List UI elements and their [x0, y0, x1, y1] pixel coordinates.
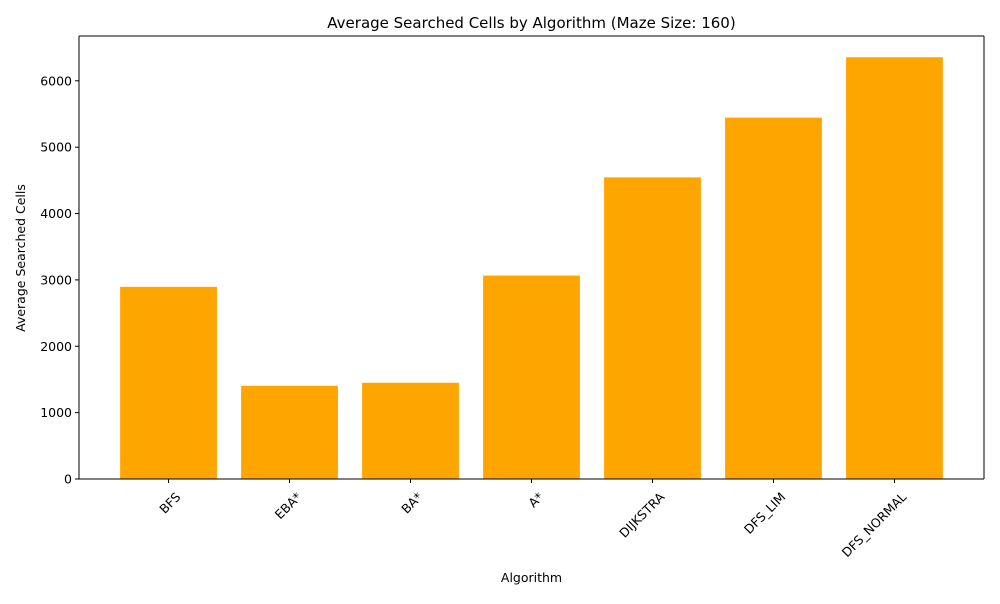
bar-dijkstra [604, 177, 701, 479]
x-axis-label: Algorithm [501, 570, 562, 585]
x-tick-label: BA* [398, 489, 425, 516]
y-tick-label: 6000 [40, 73, 72, 88]
y-axis-label: Average Searched Cells [13, 184, 28, 332]
x-tick-label: EBA* [272, 489, 305, 522]
x-tick-label: DFS_LIM [741, 489, 789, 537]
y-tick-label: 4000 [40, 206, 72, 221]
y-tick-label: 3000 [40, 272, 72, 287]
chart-title: Average Searched Cells by Algorithm (Maz… [327, 14, 735, 32]
y-tick-label: 1000 [40, 405, 72, 420]
x-tick-label: A* [525, 489, 546, 510]
bar-dfs-lim [725, 117, 822, 479]
bar-eba- [241, 385, 338, 479]
y-tick-label: 2000 [40, 339, 72, 354]
y-tick-label: 0 [64, 472, 72, 487]
x-tick-label: DIJKSTRA [616, 489, 668, 541]
y-tick-label: 5000 [40, 140, 72, 155]
bar-dfs-normal [846, 57, 943, 479]
bar-bfs [120, 286, 217, 479]
x-tick-label: DFS_NORMAL [839, 489, 910, 560]
bar-a- [483, 275, 580, 479]
bar-ba- [362, 382, 459, 479]
plot-area: 0 1000 2000 3000 4000 5000 6000 BFS EBA* BA* A* DIJ… [40, 35, 985, 560]
x-tick-label: BFS [156, 489, 183, 516]
